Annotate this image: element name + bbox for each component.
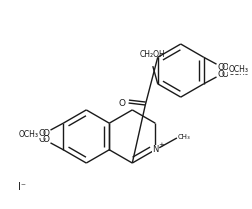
Text: O: O [38,129,45,138]
Text: O: O [217,70,224,79]
Text: O: O [220,63,228,72]
Text: OCH₃: OCH₃ [19,130,39,139]
Text: O: O [42,129,49,138]
Text: OCH₃: OCH₃ [227,65,247,74]
Text: O: O [118,98,125,107]
Text: O: O [220,70,228,79]
Text: OCH₃: OCH₃ [227,68,247,76]
Text: N: N [151,145,158,154]
Text: O: O [38,135,45,144]
Text: I⁻: I⁻ [18,182,26,192]
Text: O: O [217,63,224,72]
Text: CH₃: CH₃ [177,134,190,140]
Text: +: + [158,142,164,148]
Text: OCH₃: OCH₃ [19,134,39,143]
Text: CH₂OH: CH₂OH [139,50,165,59]
Text: O: O [42,135,49,144]
